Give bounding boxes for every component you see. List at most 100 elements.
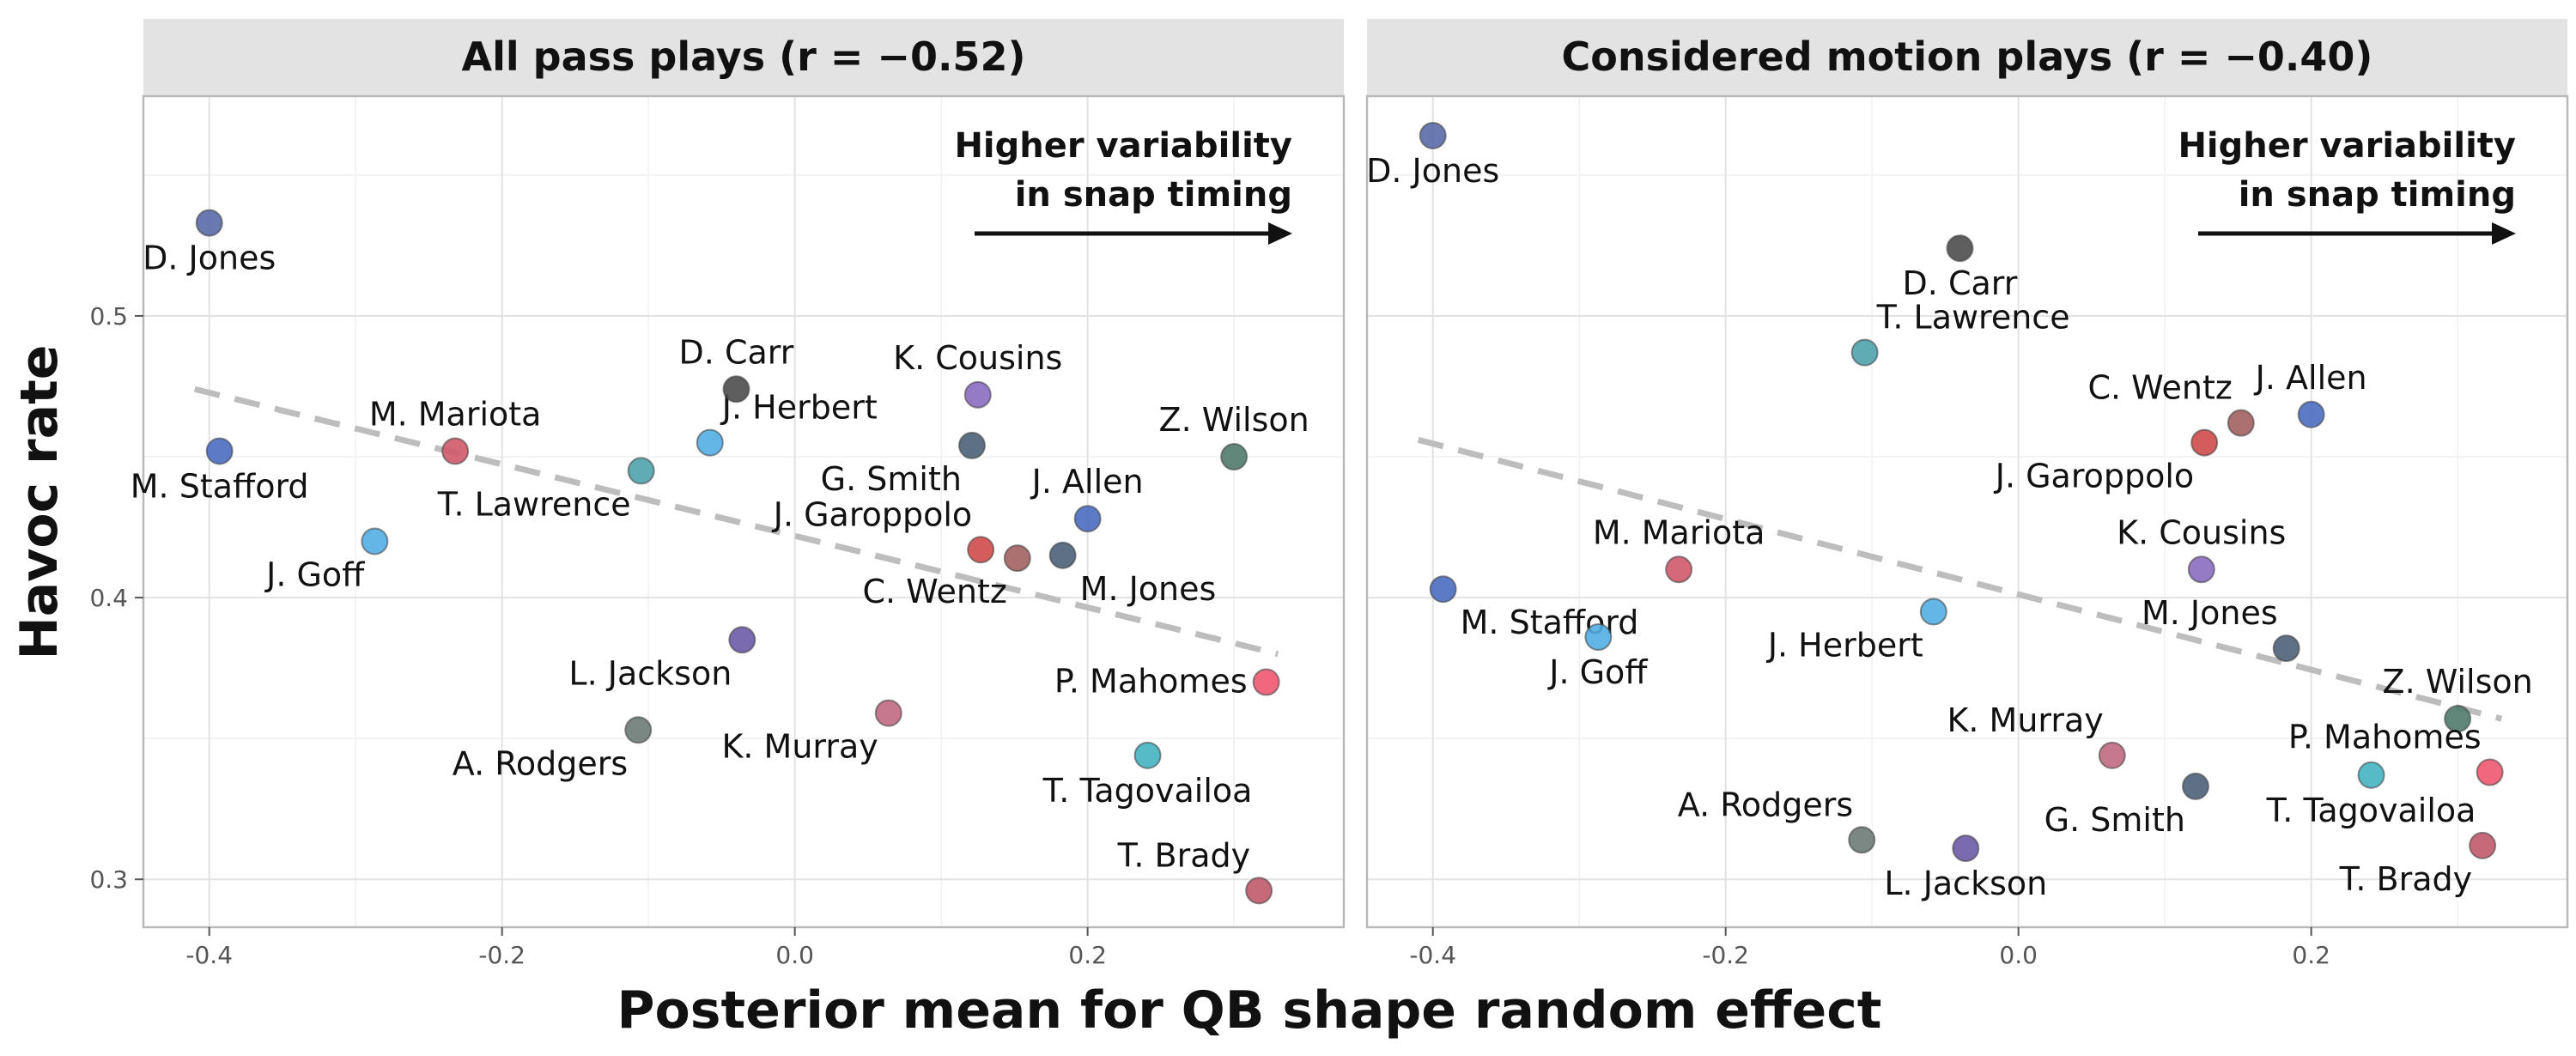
y-tick-label: 0.5 <box>89 302 128 331</box>
panel-border <box>1365 94 2569 929</box>
point-label: K. Cousins <box>2117 513 2286 551</box>
data-point <box>195 209 223 237</box>
point-label: P. Mahomes <box>1054 663 1248 701</box>
data-point <box>1429 575 1457 604</box>
annotation-arrow-head <box>1268 222 1292 245</box>
point-label: D. Jones <box>1366 152 1499 190</box>
point-label: T. Lawrence <box>1876 299 2070 337</box>
data-point <box>205 437 234 465</box>
data-point <box>1048 541 1077 569</box>
y-axis-title: Havoc rate <box>9 345 70 660</box>
point-label: J. Herbert <box>1766 626 1923 664</box>
point-label: T. Brady <box>1117 836 1250 874</box>
panel-strip <box>1367 19 2567 96</box>
data-point <box>696 428 724 457</box>
data-point <box>2444 705 2472 733</box>
data-point <box>1419 121 1447 149</box>
data-point <box>1073 505 1102 533</box>
data-point <box>1848 826 1876 854</box>
data-point <box>967 536 995 564</box>
x-tick-label: 0.2 <box>1068 941 1107 969</box>
data-point <box>2357 761 2385 789</box>
point-label: A. Rodgers <box>453 744 628 782</box>
point-label: P. Mahomes <box>2288 719 2482 756</box>
point-label: J. Allen <box>1030 463 1144 501</box>
data-point <box>722 375 750 404</box>
data-point <box>361 527 389 555</box>
data-point <box>2187 555 2215 584</box>
data-point <box>1850 338 1879 367</box>
data-point <box>1252 668 1280 696</box>
data-point <box>1245 877 1273 905</box>
data-point <box>2297 400 2325 428</box>
x-tick-label: -0.4 <box>185 941 233 969</box>
point-label: Z. Wilson <box>2383 663 2533 701</box>
data-point <box>963 380 992 409</box>
data-point <box>2476 758 2504 786</box>
point-label: T. Lawrence <box>437 485 631 523</box>
data-point <box>874 699 902 727</box>
data-point <box>2190 428 2219 457</box>
point-label: L. Jackson <box>1884 865 2047 902</box>
panel-1: All pass plays (r = −0.52) -0.4 -0.2 0.0 0.2… <box>89 19 1346 969</box>
annotation-line-1: Higher variability <box>954 126 1292 166</box>
data-point <box>1133 741 1162 769</box>
data-point <box>441 437 470 465</box>
data-point <box>2469 831 2497 859</box>
annotation-line-1: Higher variability <box>2178 126 2516 166</box>
data-point <box>957 431 986 459</box>
data-point <box>1584 623 1613 652</box>
data-point <box>627 457 655 485</box>
data-point <box>1946 234 1974 263</box>
point-label: D. Jones <box>143 240 276 277</box>
data-point <box>1220 443 1249 471</box>
annotation-line-2: in snap timing <box>2239 175 2516 215</box>
point-label: K. Murray <box>1947 701 2103 739</box>
point-label: M. Mariota <box>369 395 542 433</box>
panel-strip <box>143 19 1344 96</box>
point-label: T. Tagovailoa <box>2266 792 2476 829</box>
point-label: C. Wentz <box>862 573 1006 610</box>
x-tick-label: 0.2 <box>2292 941 2330 969</box>
point-label: M. Jones <box>1080 570 1217 608</box>
panel-title: All pass plays (r = −0.52) <box>462 33 1026 80</box>
point-label: C. Wentz <box>2087 369 2232 407</box>
x-tick-label: -0.2 <box>1702 941 1749 969</box>
data-point <box>2181 772 2209 800</box>
panel-title: Considered motion plays (r = −0.40) <box>1562 33 2373 80</box>
trend-line <box>1417 436 2503 722</box>
point-label: D. Carr <box>679 333 794 371</box>
trend-line <box>193 385 1279 658</box>
annotation-line-2: in snap timing <box>1015 175 1292 215</box>
point-label: A. Rodgers <box>1678 786 1853 823</box>
point-label: J. Allen <box>2254 359 2367 397</box>
y-tick-label: 0.3 <box>89 865 128 894</box>
point-label: J. Goff <box>1547 653 1648 691</box>
panel-border <box>142 94 1346 929</box>
point-label: K. Cousins <box>893 339 1062 377</box>
data-point <box>2227 409 2255 437</box>
data-point <box>2098 741 2126 769</box>
point-label: M. Stafford <box>131 467 309 505</box>
point-label: L. Jackson <box>568 654 732 692</box>
x-tick-label: -0.4 <box>1409 941 1456 969</box>
point-label: J. Goff <box>264 555 365 593</box>
x-tick-label: 0.0 <box>1999 941 2038 969</box>
point-label: G. Smith <box>2044 801 2185 839</box>
point-label: G. Smith <box>821 460 962 498</box>
annotation-arrow-head <box>2492 222 2516 245</box>
point-label: K. Murray <box>721 728 878 766</box>
point-label: M. Mariota <box>1593 513 1765 551</box>
y-tick-label: 0.4 <box>89 584 128 612</box>
data-point <box>624 716 653 744</box>
data-point <box>1665 555 1693 584</box>
data-point <box>2272 634 2300 663</box>
data-point <box>1919 598 1947 626</box>
point-label: T. Tagovailoa <box>1042 772 1253 810</box>
data-point <box>728 626 756 654</box>
point-label: T. Brady <box>2339 860 2472 898</box>
point-label: J. Garoppolo <box>1994 458 2194 495</box>
x-axis-title: Posterior mean for QB shape random effec… <box>617 980 1882 1041</box>
x-tick-label: -0.2 <box>478 941 526 969</box>
